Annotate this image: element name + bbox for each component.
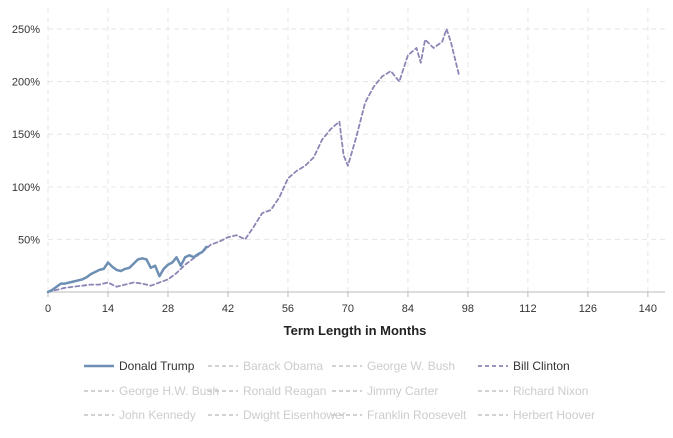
legend-label: Barack Obama (243, 359, 323, 373)
y-tick-label: 250% (12, 24, 40, 36)
legend-item-ronald-reagan[interactable]: Ronald Reagan (208, 384, 326, 398)
legend-item-herbert-hoover[interactable]: Herbert Hoover (478, 408, 595, 422)
x-tick-label: 70 (342, 303, 354, 315)
legend-item-john-kennedy[interactable]: John Kennedy (84, 408, 196, 422)
y-tick-label: 150% (12, 129, 40, 141)
x-tick-label: 42 (222, 303, 234, 315)
legend: Donald Trump Barack Obama George W. Bush Bi… (84, 359, 595, 422)
y-tick-label: 100% (12, 182, 40, 194)
grid-layer (47, 8, 665, 292)
x-tick-label: 140 (639, 303, 657, 315)
legend-label: Richard Nixon (513, 384, 588, 398)
legend-label: Ronald Reagan (243, 384, 326, 398)
legend-label: Donald Trump (119, 359, 195, 373)
x-axis-title: Term Length in Months (284, 323, 427, 338)
x-tick-label: 84 (402, 303, 414, 315)
legend-item-jimmy-carter[interactable]: Jimmy Carter (332, 384, 438, 398)
legend-label: Jimmy Carter (367, 384, 438, 398)
x-tick-label: 28 (162, 303, 174, 315)
legend-label: Dwight Eisenhower (243, 408, 346, 422)
y-tick-label: 50% (18, 234, 40, 246)
legend-label: Franklin Roosevelt (367, 408, 467, 422)
x-tick-label: 98 (462, 303, 474, 315)
x-tick-label: 126 (579, 303, 597, 315)
x-tick-label: 14 (102, 303, 114, 315)
legend-item-george-w-bush[interactable]: George W. Bush (332, 359, 455, 373)
legend-item-dwight-eisenhower[interactable]: Dwight Eisenhower (208, 408, 346, 422)
legend-label: George W. Bush (367, 359, 455, 373)
y-tick-label: 200% (12, 77, 40, 89)
legend-label: Herbert Hoover (513, 408, 595, 422)
series-line-donald-trump (46, 245, 208, 294)
legend-label: George H.W. Bush (119, 384, 219, 398)
legend-label: John Kennedy (119, 408, 196, 422)
x-tick-label: 56 (282, 303, 294, 315)
axis-layer: 50% 100% 150% 200% 250% 0 14 28 42 56 70 84 98 112 126… (12, 24, 665, 315)
series-line-bill-clinton (47, 28, 461, 293)
legend-item-franklin-roosevelt[interactable]: Franklin Roosevelt (332, 408, 467, 422)
x-tick-label: 0 (45, 303, 51, 315)
legend-item-george-h-w-bush[interactable]: George H.W. Bush (84, 384, 219, 398)
legend-item-donald-trump[interactable]: Donald Trump (84, 359, 195, 373)
x-tick-label: 112 (519, 303, 537, 315)
legend-item-barack-obama[interactable]: Barack Obama (208, 359, 323, 373)
series-layer (46, 28, 461, 294)
legend-label: Bill Clinton (513, 359, 570, 373)
legend-item-richard-nixon[interactable]: Richard Nixon (478, 384, 588, 398)
legend-item-bill-clinton[interactable]: Bill Clinton (478, 359, 570, 373)
